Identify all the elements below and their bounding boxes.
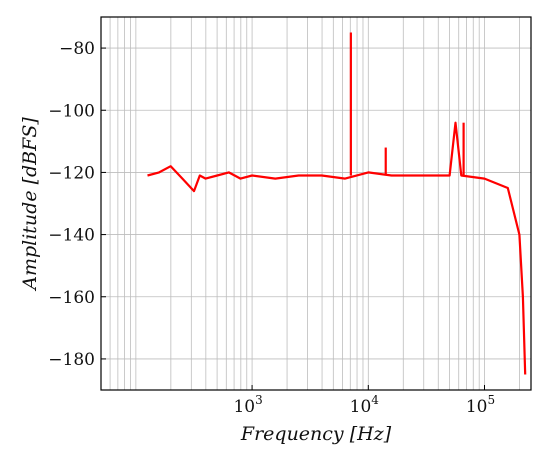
series-line <box>147 121 527 375</box>
grid-lines <box>101 17 531 390</box>
axis-ticks: −80 −100 −120 −140 −160 −180 103 104 105 <box>48 39 495 417</box>
x-axis-label: Frequency [Hz] <box>240 423 392 445</box>
y-axis-label: Amplitude [dBFS] <box>19 117 41 292</box>
x-tick-label: 104 <box>350 393 380 417</box>
y-tick-label: −160 <box>48 288 95 308</box>
y-tick-label: −180 <box>48 350 95 370</box>
series-group <box>147 32 527 375</box>
y-tick-label: −120 <box>48 163 95 183</box>
x-tick-label: 103 <box>233 393 262 417</box>
y-tick-label: −140 <box>48 226 95 246</box>
y-tick-label: −80 <box>59 39 95 59</box>
y-tick-label: −100 <box>48 101 95 121</box>
x-tick-label: 105 <box>466 393 495 417</box>
plot-frame <box>100 16 532 391</box>
